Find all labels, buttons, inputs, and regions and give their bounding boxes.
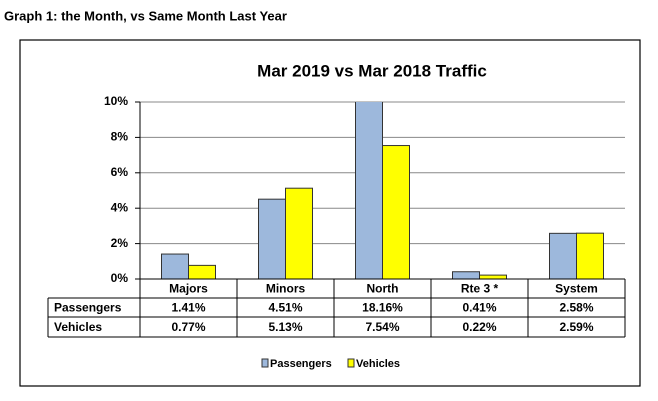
- bar: [452, 271, 480, 279]
- x-tick-label: Rte 3 *: [461, 282, 499, 296]
- data-label: 1.41%: [171, 301, 205, 315]
- x-tick-label: System: [555, 282, 598, 296]
- data-label: 2.58%: [559, 301, 593, 315]
- data-label: 4.51%: [268, 301, 302, 315]
- table-row-label: Passengers: [54, 301, 122, 315]
- legend-label: Passengers: [270, 358, 332, 370]
- bar: [382, 145, 410, 279]
- bar: [479, 274, 507, 279]
- data-label: 5.13%: [268, 320, 302, 334]
- y-tick-label: 6%: [111, 165, 129, 179]
- page-title: Graph 1: the Month, vs Same Month Last Y…: [4, 8, 287, 23]
- legend-label: Vehicles: [356, 358, 400, 370]
- bar: [549, 232, 577, 279]
- data-label: 0.77%: [171, 320, 205, 334]
- bar: [188, 264, 216, 279]
- bar: [161, 253, 189, 279]
- x-tick-label: Majors: [169, 282, 208, 296]
- legend-swatch: [347, 358, 355, 368]
- legend-swatch: [261, 358, 269, 368]
- data-label: 7.54%: [365, 320, 399, 334]
- y-tick-label: 10%: [104, 94, 128, 108]
- data-label: 18.16%: [362, 301, 403, 315]
- bar: [258, 198, 286, 279]
- bar: [576, 232, 604, 279]
- y-tick-label: 0%: [111, 271, 129, 285]
- x-tick-label: Minors: [266, 282, 306, 296]
- data-label: 0.41%: [462, 301, 496, 315]
- y-tick-label: 2%: [111, 236, 129, 250]
- x-tick-label: North: [367, 282, 399, 296]
- y-tick-label: 8%: [111, 130, 129, 144]
- y-tick-label: 4%: [111, 200, 129, 214]
- bars: [161, 102, 604, 279]
- bar: [355, 102, 383, 279]
- data-label: 2.59%: [559, 320, 593, 334]
- bar: [285, 187, 313, 279]
- data-label: 0.22%: [462, 320, 496, 334]
- table-row-label: Vehicles: [54, 320, 102, 334]
- chart-title: Mar 2019 vs Mar 2018 Traffic: [257, 61, 487, 80]
